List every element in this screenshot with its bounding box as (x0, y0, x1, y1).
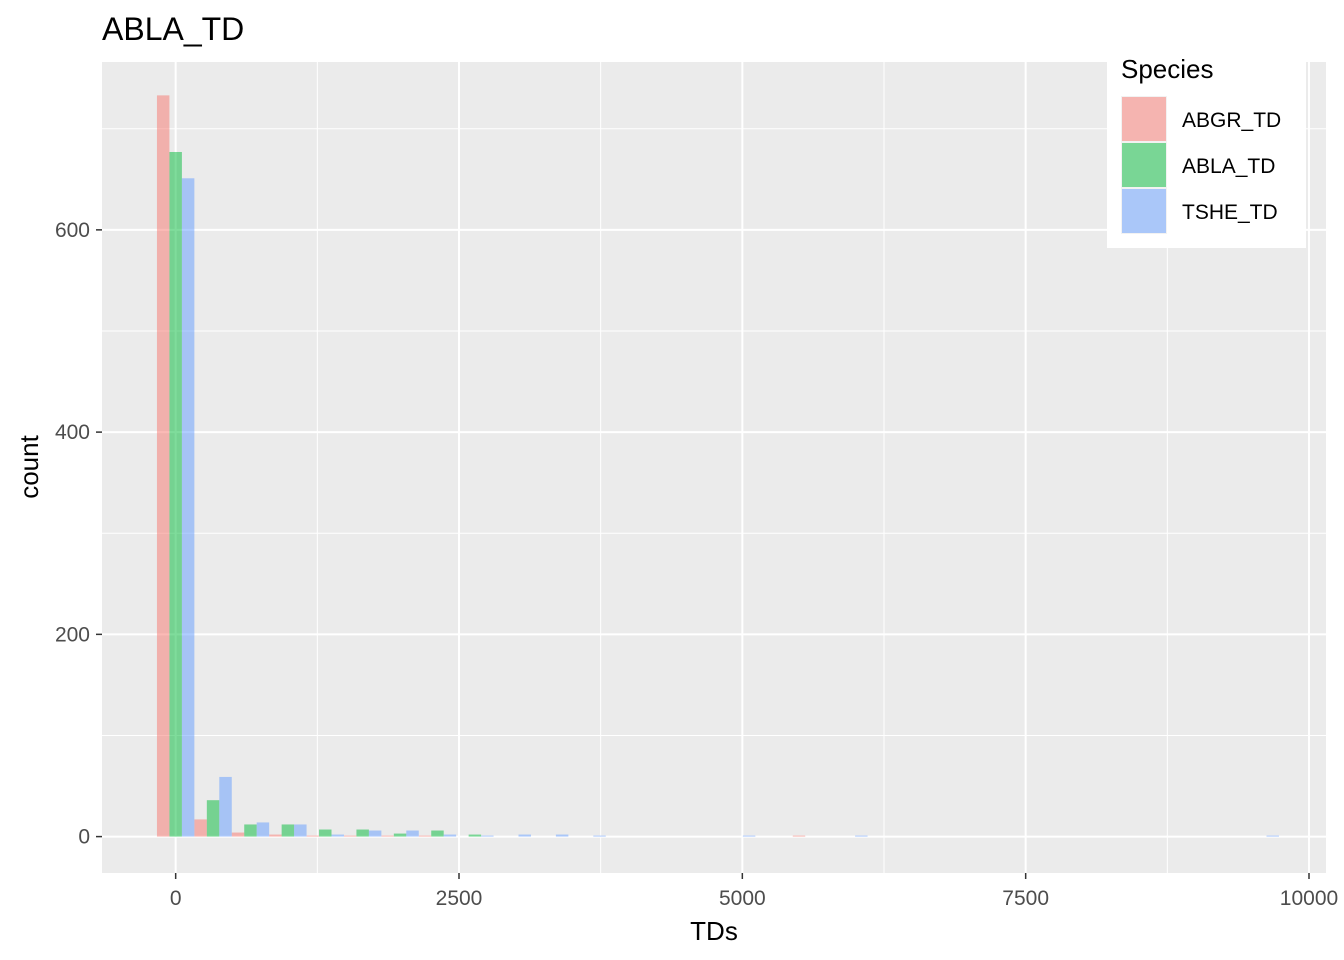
x-tick-label: 5000 (719, 887, 766, 910)
bar-tshe-td (368, 830, 382, 837)
bar-tshe-td (481, 835, 494, 837)
bar-abgr-td (194, 819, 207, 837)
bar-abla-td (356, 829, 369, 837)
bar-abla-td (431, 830, 444, 837)
chart-title: ABLA_TD (102, 11, 244, 47)
bar-tshe-td (443, 834, 457, 837)
bar-abla-td (319, 829, 332, 837)
bar-abgr-td (381, 835, 394, 837)
x-tick-label: 2500 (436, 887, 483, 910)
x-tick-label: 0 (170, 887, 182, 910)
y-axis-title: count (14, 434, 44, 498)
x-tick-label: 7500 (1002, 887, 1049, 910)
legend-label: TSHE_TD (1182, 201, 1278, 224)
bar-tshe-td (219, 776, 232, 837)
y-axis: 0 200 400 600 (55, 219, 102, 849)
bar-tshe-td (555, 834, 569, 837)
legend-swatch (1122, 189, 1166, 233)
bar-abgr-td (792, 835, 806, 837)
x-axis: 0 2500 5000 7500 10000 (170, 873, 1338, 910)
bar-tshe-td (1266, 835, 1279, 837)
bar-tshe-td (593, 835, 606, 837)
bar-tshe-td (855, 835, 868, 837)
bar-abgr-td (418, 835, 432, 837)
bar-abla-td (169, 151, 182, 837)
legend-items: ABGR_TD ABLA_TD TSHE_TD (1121, 96, 1281, 234)
bar-abla-td (244, 824, 257, 837)
y-tick-label: 400 (55, 421, 90, 444)
legend-label: ABGR_TD (1182, 109, 1281, 132)
bar-abla-td (206, 800, 220, 837)
bar-abla-td (468, 834, 482, 837)
x-tick-label: 10000 (1280, 887, 1338, 910)
bar-tshe-td (331, 834, 344, 837)
bar-abgr-td (343, 835, 357, 837)
bar-abgr-td (306, 835, 320, 837)
bar-tshe-td (742, 835, 756, 837)
bar-abla-td (281, 824, 295, 837)
legend: Species ABGR_TD ABLA_TD TSHE_TD (1107, 50, 1306, 248)
legend-title: Species (1121, 54, 1214, 84)
bar-tshe-td (518, 834, 531, 837)
bar-abla-td (393, 833, 407, 837)
legend-swatch (1122, 97, 1166, 141)
legend-label: ABLA_TD (1182, 155, 1275, 178)
bar-abgr-td (269, 834, 282, 837)
bars-layer (156, 95, 1279, 837)
bar-tshe-td (256, 822, 270, 837)
bar-abgr-td (231, 832, 245, 837)
y-tick-label: 0 (78, 826, 90, 849)
bar-tshe-td (181, 178, 195, 837)
y-tick-label: 600 (55, 219, 90, 242)
bar-tshe-td (294, 824, 307, 837)
bar-tshe-td (406, 830, 419, 837)
legend-swatch (1122, 143, 1166, 187)
y-tick-label: 200 (55, 623, 90, 646)
x-axis-title: TDs (690, 916, 738, 946)
bar-abgr-td (156, 95, 170, 837)
